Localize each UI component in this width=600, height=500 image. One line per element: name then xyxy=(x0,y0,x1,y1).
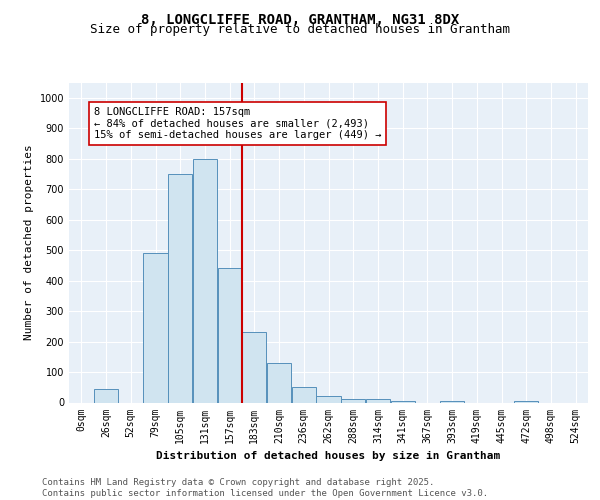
Bar xyxy=(168,174,193,402)
Bar xyxy=(366,400,390,402)
Bar xyxy=(94,390,118,402)
X-axis label: Distribution of detached houses by size in Grantham: Distribution of detached houses by size … xyxy=(157,451,500,461)
Bar xyxy=(292,388,316,402)
Text: 8, LONGCLIFFE ROAD, GRANTHAM, NG31 8DX: 8, LONGCLIFFE ROAD, GRANTHAM, NG31 8DX xyxy=(141,12,459,26)
Bar xyxy=(143,253,167,402)
Text: Contains HM Land Registry data © Crown copyright and database right 2025.
Contai: Contains HM Land Registry data © Crown c… xyxy=(42,478,488,498)
Bar xyxy=(514,401,538,402)
Bar xyxy=(218,268,242,402)
Bar xyxy=(440,401,464,402)
Bar xyxy=(242,332,266,402)
Bar xyxy=(391,401,415,402)
Y-axis label: Number of detached properties: Number of detached properties xyxy=(24,144,34,340)
Bar xyxy=(316,396,341,402)
Text: Size of property relative to detached houses in Grantham: Size of property relative to detached ho… xyxy=(90,22,510,36)
Bar xyxy=(341,400,365,402)
Bar xyxy=(193,158,217,402)
Text: 8 LONGCLIFFE ROAD: 157sqm
← 84% of detached houses are smaller (2,493)
15% of se: 8 LONGCLIFFE ROAD: 157sqm ← 84% of detac… xyxy=(94,107,381,140)
Bar xyxy=(267,363,291,403)
